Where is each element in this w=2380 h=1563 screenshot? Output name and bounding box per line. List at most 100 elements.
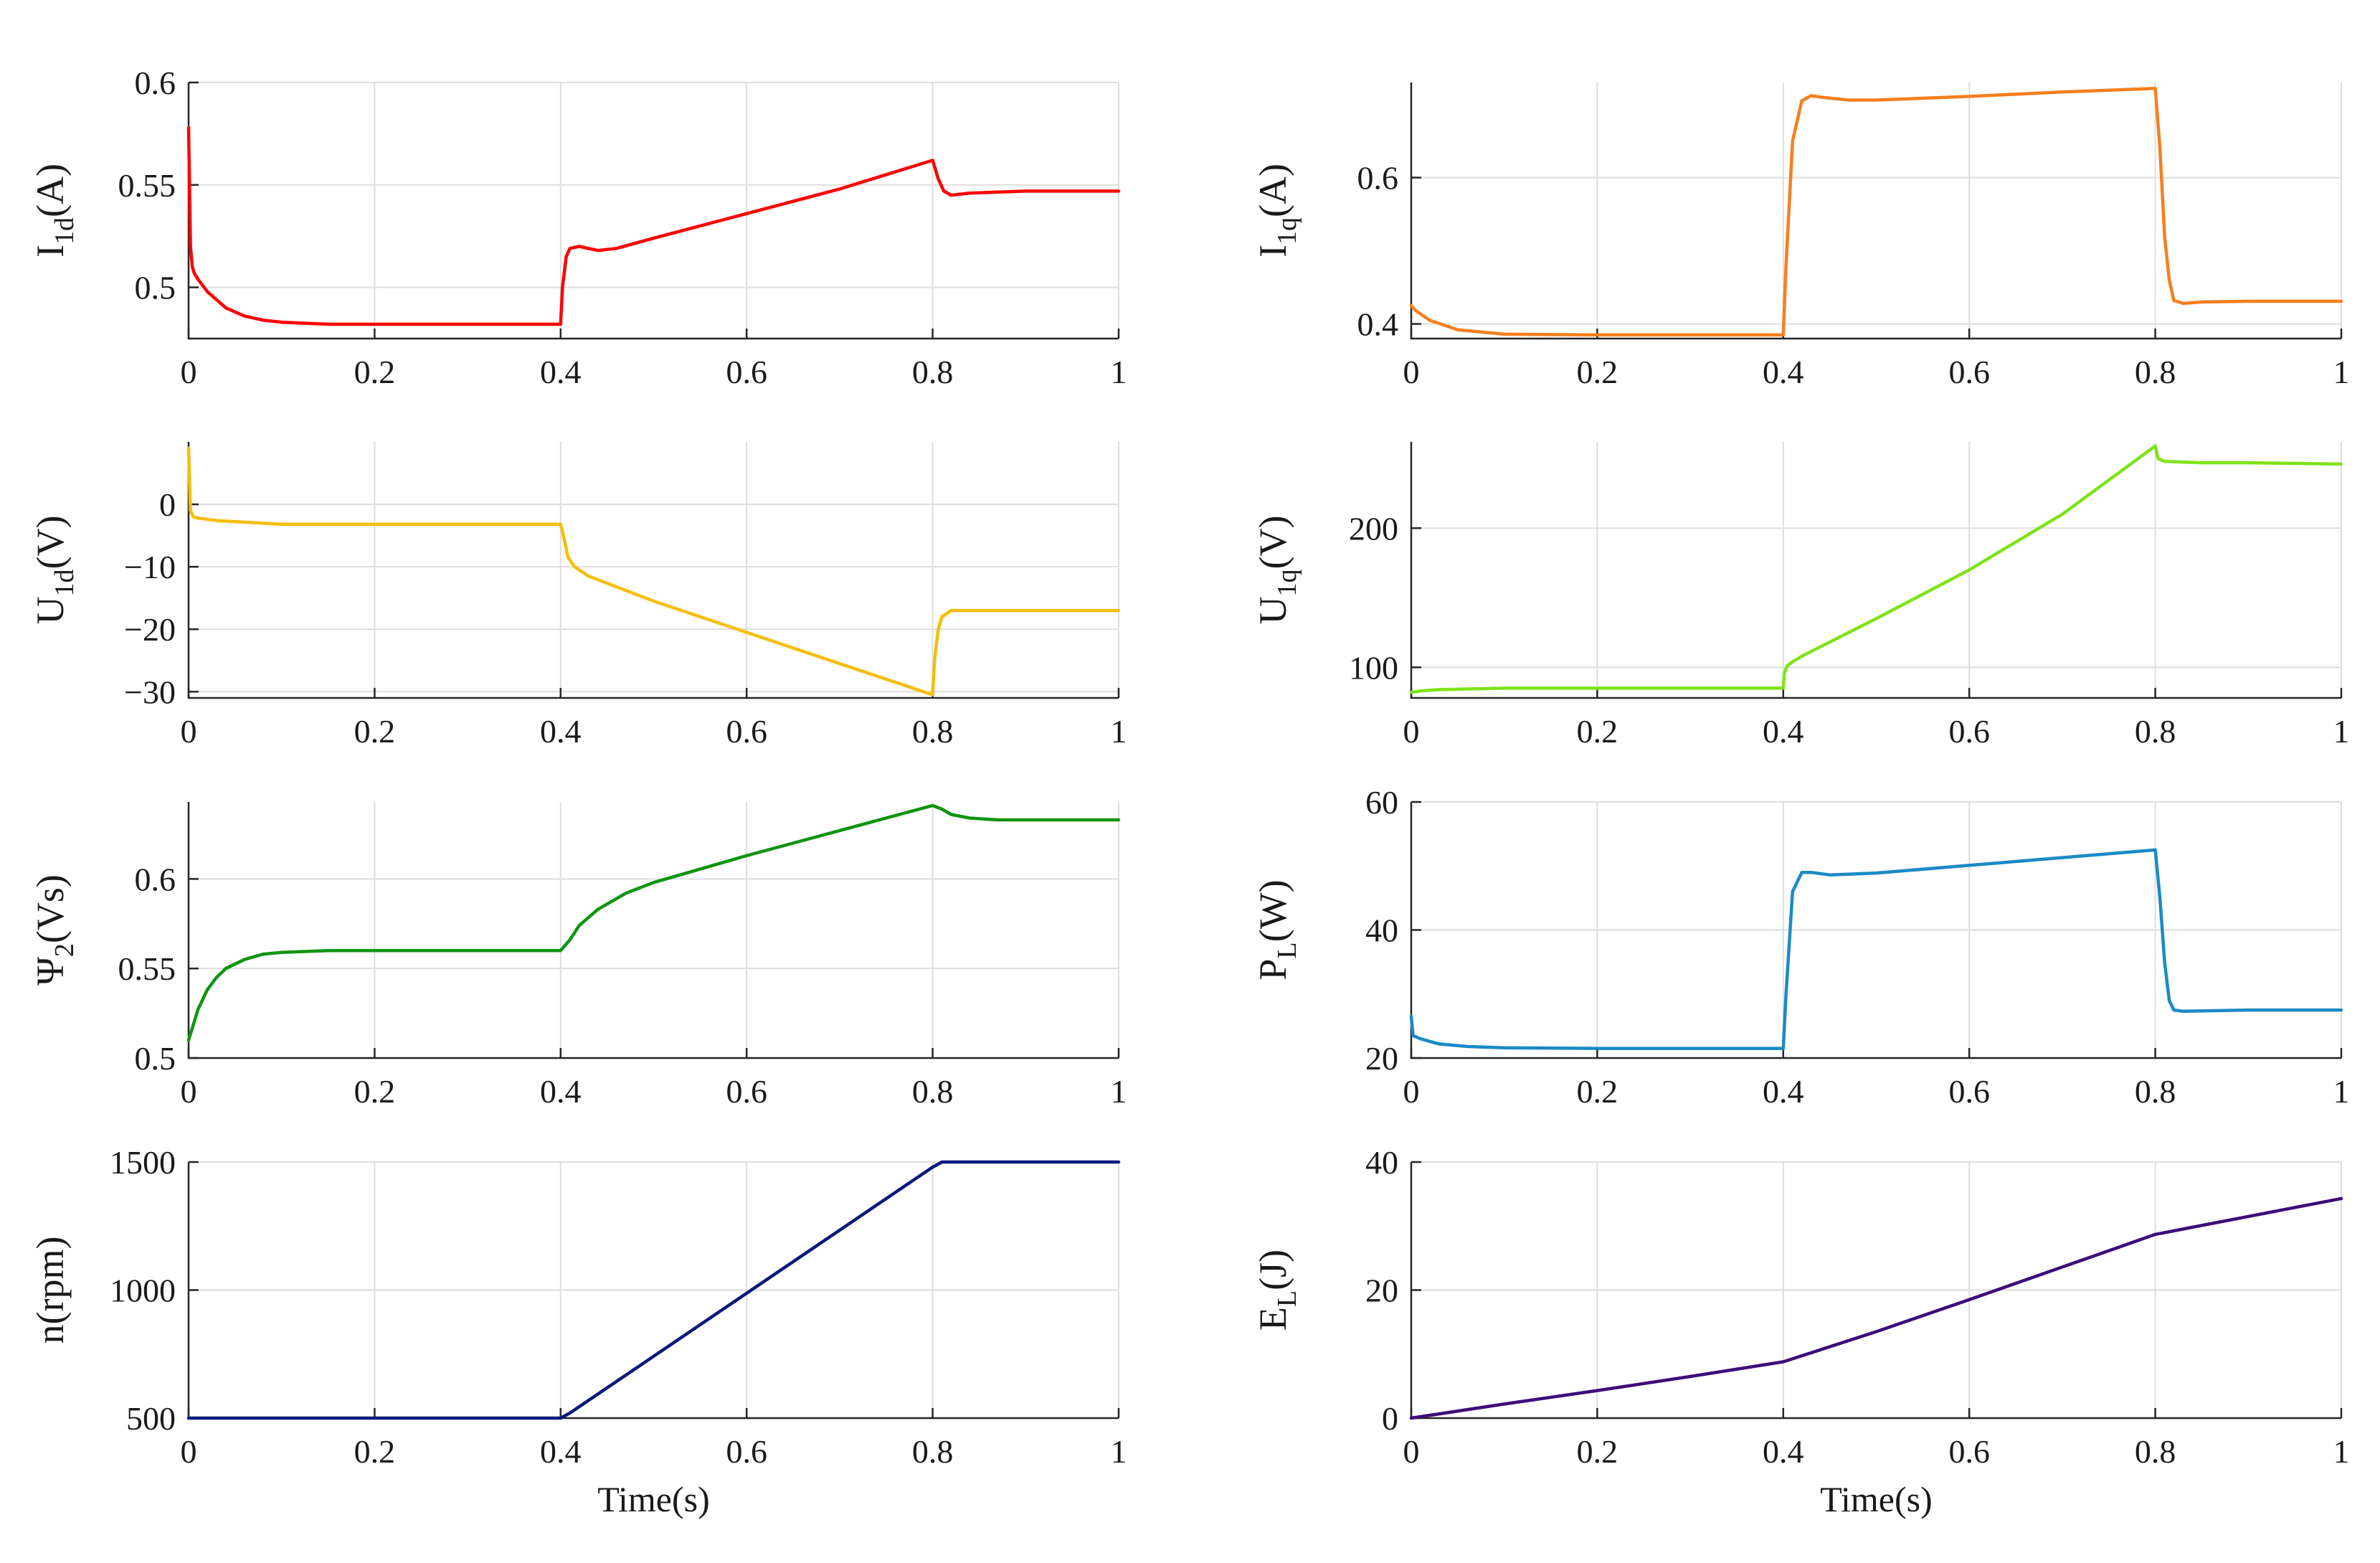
x-tick-label: 0.6 [1948,1433,1990,1470]
x-tick-label: 0.4 [1763,713,1804,750]
x-tick-label: 0.6 [726,1433,767,1470]
x-tick-label: 0.6 [1948,713,1990,750]
y-axis-label-unit: (Vs) [29,874,72,943]
y-axis-label-main: I [1251,245,1294,258]
x-tick-label: 0 [181,1433,197,1470]
x-tick-label: 1 [1111,713,1127,750]
y-axis-label-unit: (J) [1251,1250,1294,1290]
chart-panel: 0 0.2 0.4 0.6 0.8 1 100 200 U1q(V) [1251,442,2350,750]
y-tick-label: 40 [1365,912,1398,949]
y-axis-label-main: n(rpm) [29,1237,72,1344]
x-tick-label: 0.2 [354,1073,396,1110]
y-axis-label: Ψ2(Vs) [29,874,80,986]
y-tick-label: 100 [1349,649,1398,686]
x-tick-label: 0.2 [354,1433,396,1470]
y-axis-label: PL(W) [1251,879,1302,980]
y-axis-label-main: U [29,596,72,624]
x-tick-label: 1 [1111,1433,1127,1470]
x-tick-label: 0.2 [1577,713,1618,750]
axis-frame [187,802,1119,1059]
y-axis-label-subscript: L [1272,942,1302,958]
y-axis-label-main: I [29,245,72,258]
x-tick-label: 0.6 [1948,1073,1990,1110]
series-line-Psi2 [186,803,1121,1042]
x-tick-label: 0.8 [912,354,954,390]
y-tick-label: 20 [1365,1040,1398,1077]
series-line-PL [1409,848,2343,1050]
x-tick-label: 0 [181,354,197,390]
x-tick-label: 0.8 [912,1433,954,1470]
chart-panel: 0 0.2 0.4 0.6 0.8 1 20 40 60 PL(W) [1251,784,2350,1110]
y-axis-label: n(rpm) [29,1237,72,1344]
x-tick-label: 1 [2333,1433,2350,1470]
y-tick-label: 200 [1349,510,1398,547]
x-tick-label: 0.4 [1763,354,1804,390]
series-line-U1q [1409,444,2343,694]
y-tick-label: 0.6 [135,861,176,897]
x-tick-label: 0.8 [2135,354,2176,390]
axis-frame [1410,82,2341,340]
y-tick-label: 40 [1365,1144,1398,1181]
y-axis-label: I1q(A) [1251,164,1302,258]
y-axis-label: EL(J) [1251,1250,1302,1331]
chart-panel: 0 0.2 0.4 0.6 0.8 1 0.5 0.55 0.6 Ψ2(Vs) [29,802,1127,1110]
x-tick-label: 0 [1403,354,1420,390]
x-tick-label: 0 [1403,1433,1420,1470]
x-tick-label: 0.2 [1577,354,1618,390]
y-axis-label-subscript: 2 [49,943,80,957]
series-line-I1d [186,126,1121,326]
y-axis-label-main: U [1251,596,1294,624]
x-tick-label: 0.6 [726,354,767,390]
y-axis-label-subscript: 1q [1272,569,1302,596]
x-tick-label: 1 [2333,354,2350,390]
x-axis-label: Time(s) [1820,1479,1933,1519]
y-tick-label: 0 [159,486,176,523]
y-tick-label: 1000 [110,1272,176,1309]
x-tick-label: 0 [181,1073,197,1110]
y-axis-label-unit: (A) [29,164,72,217]
series-line-U1d [186,446,1121,696]
y-axis-label-main: Ψ [29,957,72,986]
x-tick-label: 0.2 [1577,1433,1618,1470]
y-tick-label: 60 [1365,784,1398,821]
axis-frame [1410,442,2341,699]
y-axis-label-subscript: 1q [1272,217,1302,245]
x-tick-label: 0.8 [2135,1073,2176,1110]
y-tick-label: 0.55 [118,167,176,204]
x-tick-label: 0 [1403,713,1420,750]
x-tick-label: 0.4 [1763,1073,1804,1110]
x-tick-label: 0.8 [2135,713,2176,750]
series-line-n [186,1160,1121,1420]
chart-panel: 0 0.2 0.4 0.6 0.8 1 0 20 40 EL(J) Time(s) [1251,1144,2350,1519]
x-tick-label: 0.2 [354,713,396,750]
x-tick-label: 0.6 [1948,354,1990,390]
y-axis-label: U1q(V) [1251,516,1302,625]
x-tick-label: 0.8 [912,713,954,750]
y-tick-label: 0.55 [118,950,176,987]
y-axis-label-main: E [1251,1307,1294,1331]
x-tick-label: 0.8 [912,1073,954,1110]
x-tick-label: 0.4 [1763,1433,1804,1470]
x-tick-label: 0.8 [2135,1433,2176,1470]
x-tick-label: 1 [2333,713,2350,750]
y-axis-label-unit: (V) [29,516,72,570]
x-axis-label: Time(s) [597,1479,710,1519]
y-tick-label: 0.6 [135,65,176,101]
x-tick-label: 0 [181,713,197,750]
chart-panel: 0 0.2 0.4 0.6 0.8 1 0.4 0.6 I1q(A) [1251,82,2350,390]
x-tick-label: 0.4 [540,1073,582,1110]
y-axis-label-main: P [1251,959,1294,981]
axis-frame [187,442,1119,699]
x-tick-label: 0.4 [540,1433,582,1470]
y-axis-label-subscript: 1d [49,217,80,245]
x-tick-label: 0.6 [726,1073,767,1110]
y-axis-label: U1d(V) [29,516,80,625]
y-axis-label-subscript: 1d [49,569,80,596]
y-axis-label-unit: (V) [1251,516,1294,570]
y-tick-label: −30 [124,674,176,710]
y-tick-label: 0.5 [135,1040,176,1077]
chart-panel: 0 0.2 0.4 0.6 0.8 1 0.5 0.55 0.6 I1d(A) [29,65,1127,390]
y-tick-label: 500 [126,1400,176,1437]
y-tick-label: 20 [1365,1272,1398,1309]
y-tick-label: 1500 [110,1144,176,1181]
